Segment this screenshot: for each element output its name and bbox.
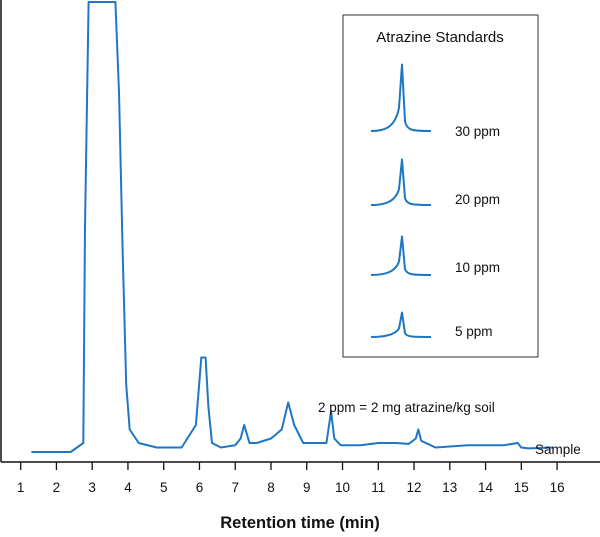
x-tick-label: 16	[550, 480, 565, 495]
sample-trace	[31, 1, 554, 453]
x-tick-label: 5	[160, 480, 168, 495]
x-tick-label: 14	[478, 480, 494, 495]
x-tick-label: 4	[124, 480, 132, 495]
standard-label: 10 ppm	[455, 260, 500, 275]
standard-peak	[370, 158, 432, 206]
x-tick-label: 3	[88, 480, 96, 495]
x-tick-label: 6	[196, 480, 204, 495]
x-tick-label: 9	[303, 480, 311, 495]
standard-label: 30 ppm	[455, 124, 500, 139]
standards-list: 30 ppm 20 ppm 10 ppm 5 ppm	[370, 63, 500, 339]
standards-legend: Atrazine Standards 30 ppm 20 ppm 10 ppm 5 p…	[342, 14, 539, 358]
standard-peak	[370, 235, 432, 276]
x-tick-label: 2	[53, 480, 61, 495]
standard-peak	[370, 311, 432, 338]
sample-label: Sample	[535, 442, 581, 457]
legend-box	[342, 14, 539, 358]
x-tick-label: 11	[371, 480, 385, 495]
axes	[0, 0, 600, 463]
legend-title: Atrazine Standards	[376, 29, 504, 46]
x-tick-label: 10	[335, 480, 350, 495]
x-axis-label: Retention time (min)	[220, 514, 380, 532]
x-ticks: 1 2 3 4 5 6 7 8 9 10 11 12 13 14 15 16	[17, 462, 565, 495]
x-tick-label: 8	[267, 480, 275, 495]
conversion-annotation: 2 ppm = 2 mg atrazine/kg soil	[318, 400, 495, 415]
x-tick-label: 7	[231, 480, 239, 495]
x-tick-label: 15	[514, 480, 529, 495]
x-tick-label: 12	[407, 480, 422, 495]
standard-label: 20 ppm	[455, 192, 500, 207]
x-tick-label: 1	[17, 480, 25, 495]
standard-peak	[370, 63, 432, 132]
x-tick-label: 13	[442, 480, 457, 495]
standard-label: 5 ppm	[455, 324, 493, 339]
